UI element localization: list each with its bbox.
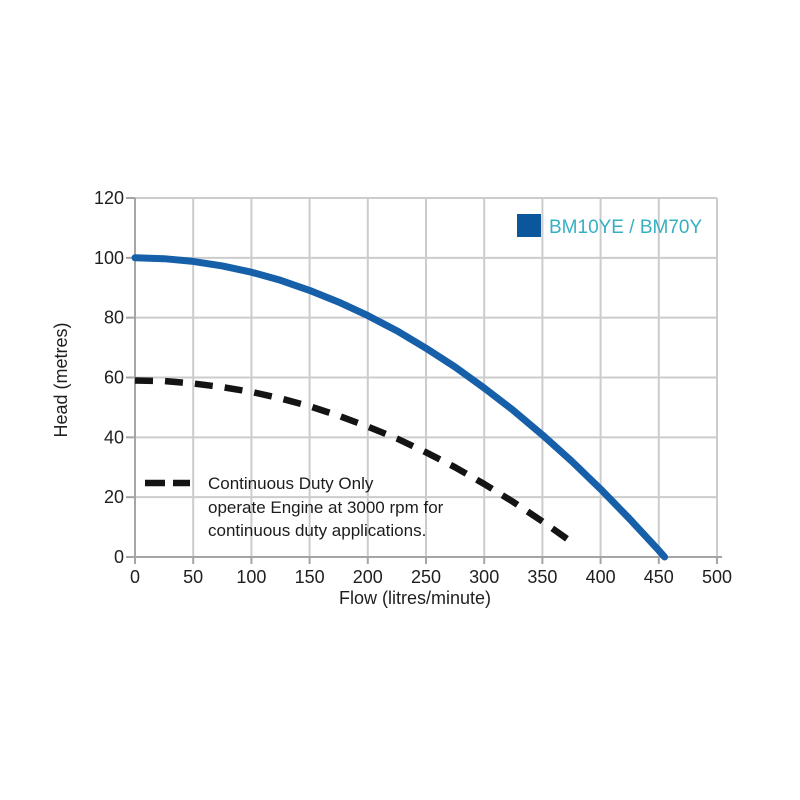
x-axis-title: Flow (litres/minute) bbox=[339, 588, 491, 608]
y-tick-label: 100 bbox=[94, 248, 124, 268]
y-tick-label: 0 bbox=[114, 547, 124, 567]
x-tick-label: 100 bbox=[236, 567, 266, 587]
x-tick-label: 250 bbox=[411, 567, 441, 587]
x-tick-label: 400 bbox=[586, 567, 616, 587]
y-tick-label: 20 bbox=[104, 487, 124, 507]
y-tick-label: 40 bbox=[104, 427, 124, 447]
curve-continuous-duty-only bbox=[134, 377, 574, 545]
legend-swatch-icon bbox=[517, 214, 541, 237]
y-tick-labels: 0 20 40 60 80 100 120 bbox=[94, 188, 124, 567]
x-tick-labels: 0 50 100 150 200 250 300 350 400 450 500 bbox=[130, 567, 732, 587]
x-tick-label: 50 bbox=[183, 567, 203, 587]
x-tick-label: 500 bbox=[702, 567, 732, 587]
y-tick-label: 120 bbox=[94, 188, 124, 208]
curves bbox=[131, 254, 669, 561]
annotation-line-2: operate Engine at 3000 rpm for bbox=[208, 498, 444, 517]
legend: BM10YE / BM70Y bbox=[517, 214, 702, 238]
y-tick-label: 60 bbox=[104, 368, 124, 388]
curve-bm10ye-bm70y bbox=[131, 254, 669, 561]
x-tick-label: 150 bbox=[295, 567, 325, 587]
x-tick-label: 450 bbox=[644, 567, 674, 587]
annotation-continuous-duty: Continuous Duty Only operate Engine at 3… bbox=[145, 474, 444, 540]
annotation-line-1: Continuous Duty Only bbox=[208, 474, 374, 493]
x-tick-label: 350 bbox=[527, 567, 557, 587]
y-axis-title: Head (metres) bbox=[51, 322, 71, 437]
annotation-line-3: continuous duty applications. bbox=[208, 521, 426, 540]
x-tick-label: 300 bbox=[469, 567, 499, 587]
legend-label: BM10YE / BM70Y bbox=[549, 217, 702, 238]
y-tick-label: 80 bbox=[104, 308, 124, 328]
x-tick-label: 0 bbox=[130, 567, 140, 587]
x-tick-label: 200 bbox=[353, 567, 383, 587]
